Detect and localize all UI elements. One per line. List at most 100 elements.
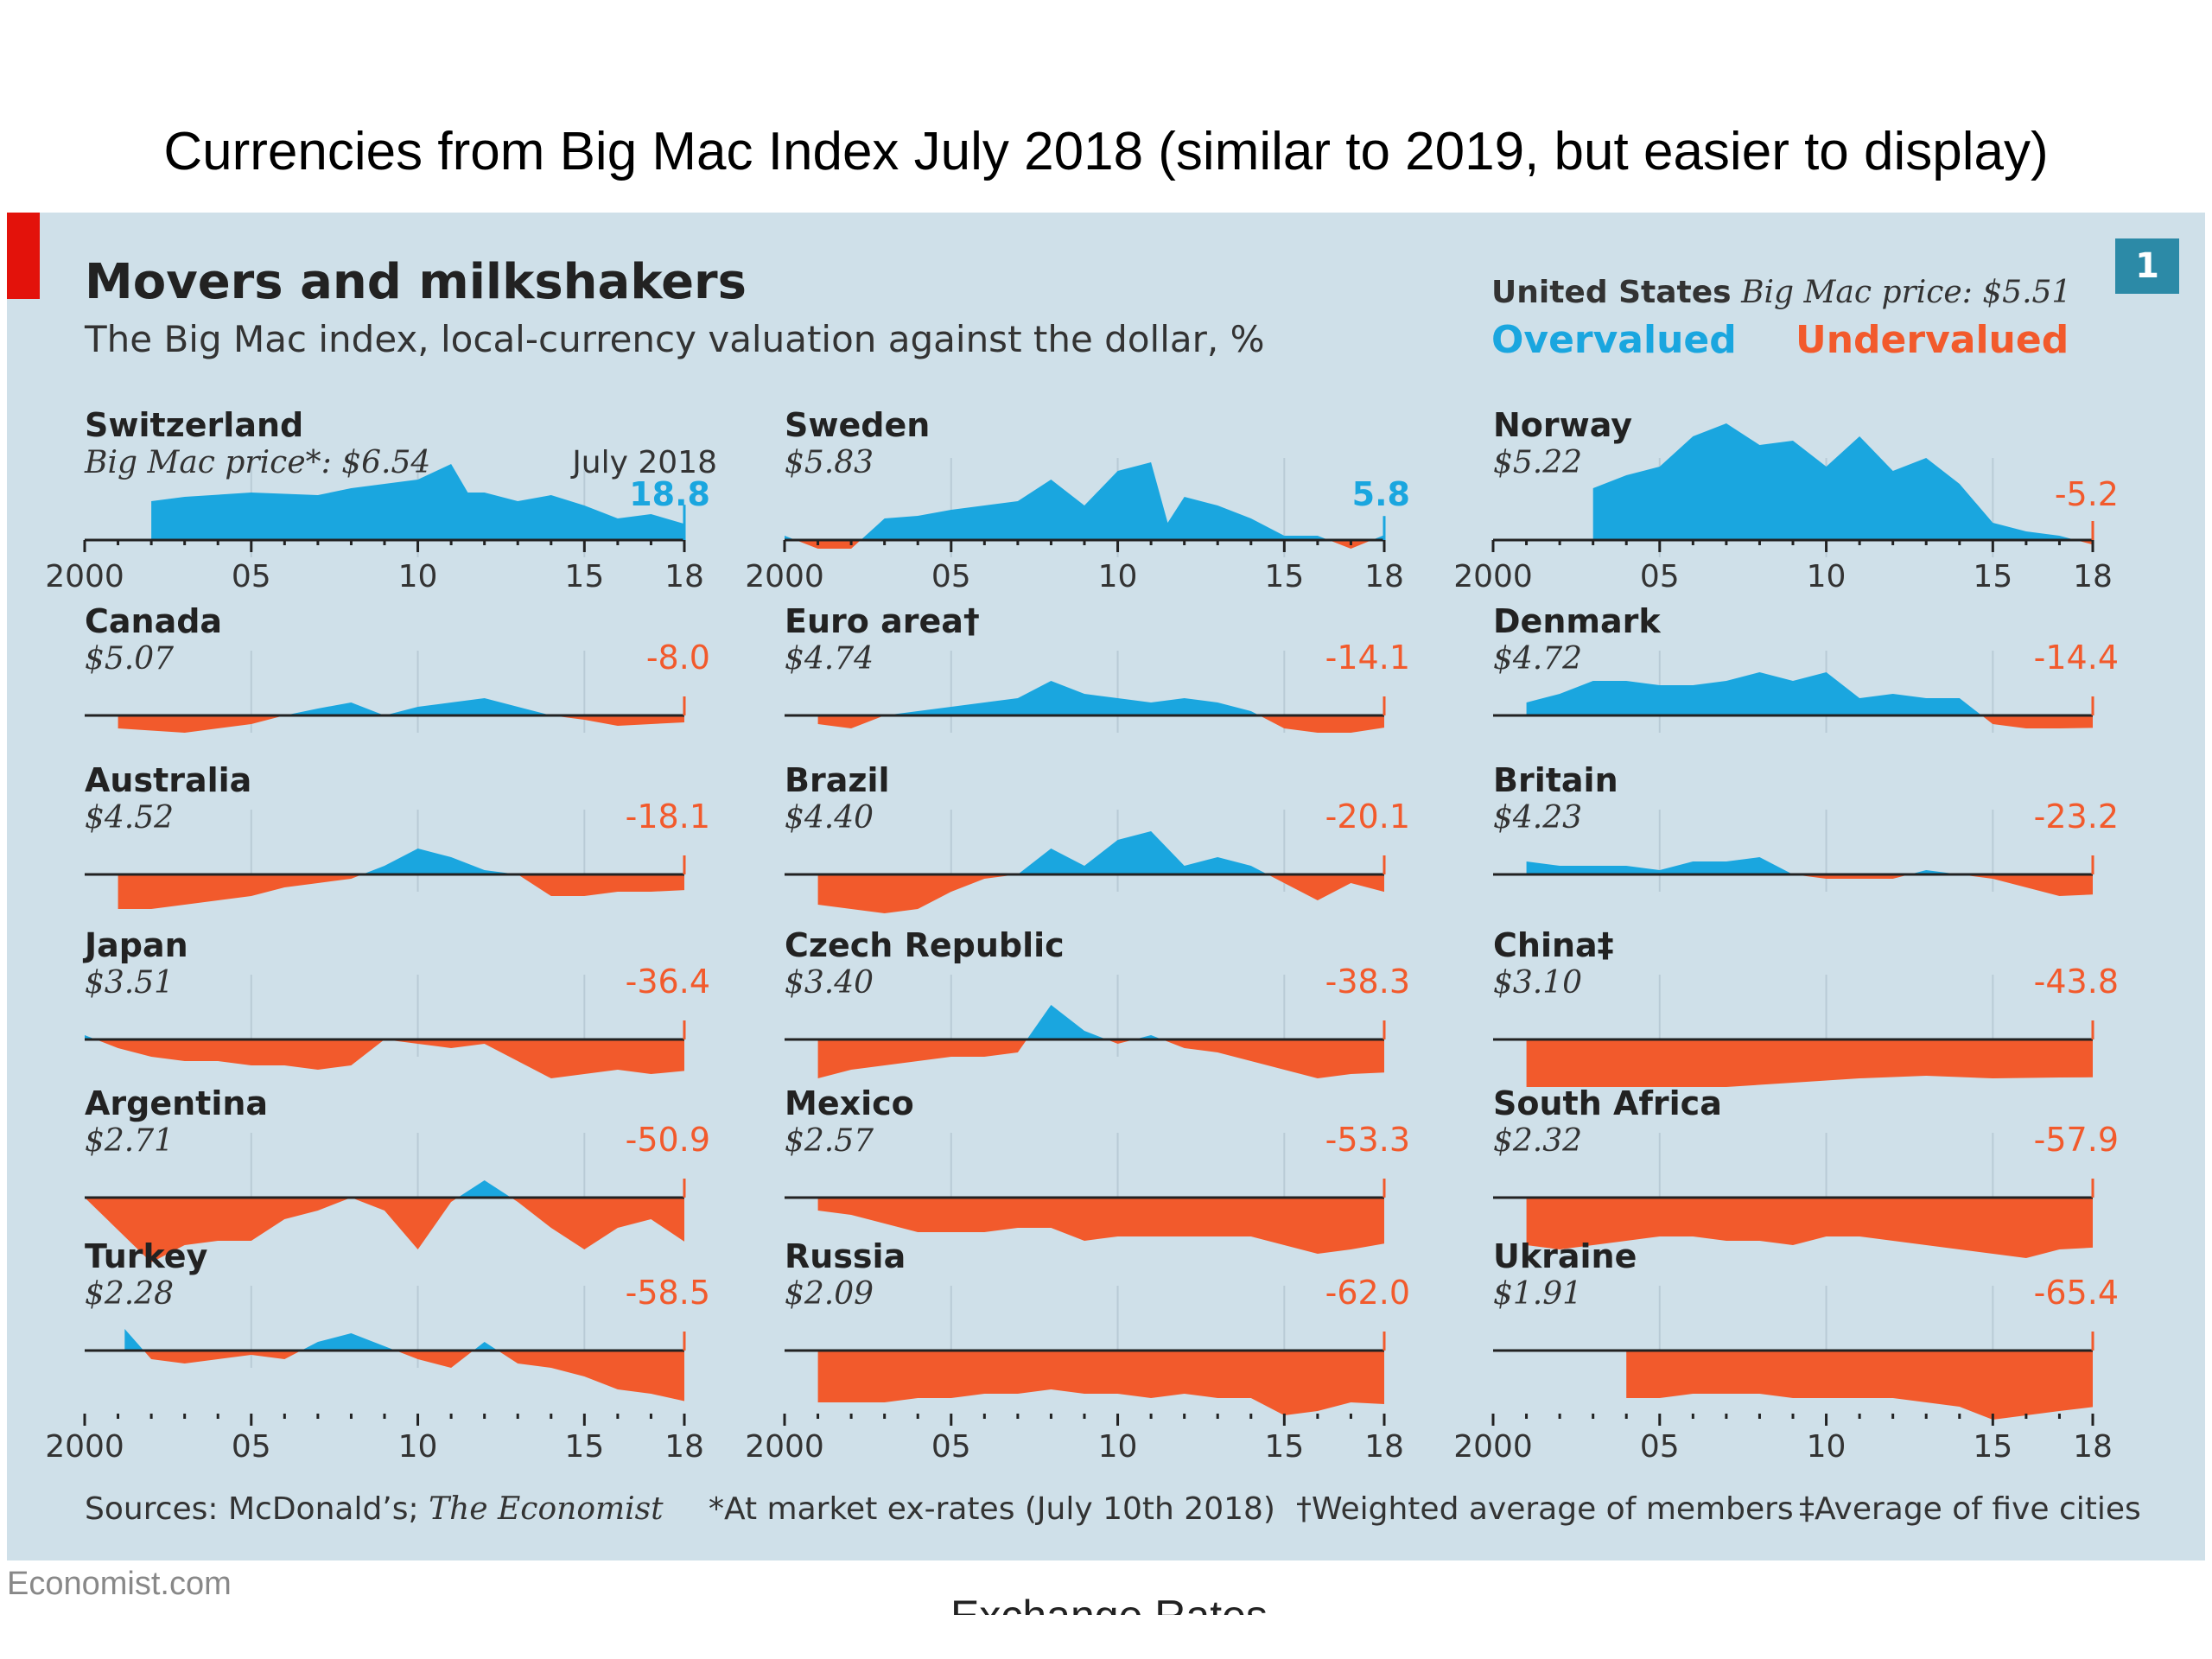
x-tick-label: 05 [232,559,271,594]
sources-note: Sources: McDonald’s; The Economist [85,1491,664,1527]
latest-value: 5.8 [1352,475,1410,513]
big-mac-price: $4.72 [1493,641,1582,677]
country-name: China‡ [1493,926,1614,964]
panel-czech-republic: Czech Republic$3.40 -38.3 [785,926,1410,1078]
big-mac-price: $3.51 [85,965,174,1001]
latest-value: -36.4 [626,963,710,1001]
latest-value: -23.2 [2034,798,2119,836]
latest-value: 18.8 [629,475,710,513]
country-name: Argentina [85,1084,268,1122]
legend-overvalued: Overvalued [1491,318,1737,362]
x-tick-label: 15 [564,1429,604,1465]
big-mac-price: $3.40 [785,965,874,1001]
x-tick-label: 2000 [745,559,824,594]
x-tick-label: 10 [1807,1429,1847,1465]
area-negative-britain [1526,874,2093,896]
latest-value: -20.1 [1325,798,1410,836]
x-tick-label: 2000 [1453,1429,1533,1465]
area-negative-australia [118,874,684,909]
x-tick-label: 10 [398,559,438,594]
x-tick-label: 15 [1264,559,1304,594]
latest-value: -38.3 [1325,963,1410,1001]
country-name: Canada [85,602,222,640]
panel-canada: Canada$5.07 -8.0 [85,602,710,733]
x-tick-label: 2000 [1453,559,1533,594]
x-tick-label: 10 [398,1429,438,1465]
us-country: United States [1491,275,1732,310]
chart-title: Movers and milkshakers [85,254,747,310]
area-positive-euro-area- [817,681,1384,715]
x-axis-1: 2000 05 10 15 18 [745,540,1404,594]
sources-economist: The Economist [429,1491,664,1527]
x-axis-1: 2000 05 10 15 18 [745,1414,1404,1465]
country-name: Turkey [85,1237,208,1275]
panel-norway: Norway$5.22 -5.2 [1493,406,2119,557]
july-2018-label: July 2018 [570,445,717,480]
area-negative-canada [118,715,684,733]
us-price-line: United States Big Mac price: $5.51 [1491,275,2071,310]
chart-number-badge: 1 [2115,238,2179,294]
panel-china-: China‡$3.10 -43.8 [1493,926,2119,1087]
sources-prefix: Sources: McDonald’s; [85,1491,429,1527]
x-axis-2: 2000 05 10 15 18 [1453,1414,2113,1465]
x-tick-label: 18 [664,1429,704,1465]
x-tick-label: 18 [1364,1429,1404,1465]
area-negative-czech-republic [817,1039,1384,1078]
country-name: Mexico [785,1084,914,1122]
big-mac-price: $4.52 [85,800,174,836]
x-axis-0: 2000 05 10 15 18 [45,540,704,594]
footnote-market-rates: *At market ex-rates (July 10th 2018) [709,1491,1275,1527]
area-negative-brazil [817,874,1384,913]
x-tick-label: 10 [1098,1429,1138,1465]
area-negative-ukraine [1626,1351,2093,1420]
area-negative-argentina [85,1198,684,1262]
us-price: Big Mac price: $5.51 [1741,275,2072,310]
area-positive-norway [1592,423,2093,540]
latest-value: -14.4 [2034,639,2119,677]
latest-value: -62.0 [1325,1274,1410,1312]
area-negative-japan [85,1039,684,1078]
panel-mexico: Mexico$2.57 -53.3 [785,1084,1410,1254]
big-mac-price: $4.23 [1493,800,1582,836]
big-mac-price: $5.83 [785,445,874,480]
area-positive-denmark [1526,672,2093,715]
latest-value: -57.9 [2034,1121,2119,1159]
area-positive-canada [118,698,684,715]
country-name: Ukraine [1493,1237,1637,1275]
big-mac-price: $2.09 [785,1276,874,1312]
x-tick-label: 2000 [745,1429,824,1465]
panel-argentina: Argentina$2.71 -50.9 [85,1084,710,1262]
big-mac-price: $2.32 [1493,1123,1582,1159]
area-positive-switzerland [151,464,685,540]
x-tick-label: 18 [2073,559,2113,594]
slide-title: Currencies from Big Mac Index July 2018 … [163,122,2049,181]
country-name: Norway [1493,406,1632,444]
area-positive-brazil [817,831,1384,874]
area-positive-britain [1526,857,2093,874]
country-name: Switzerland [85,406,303,444]
latest-value: -50.9 [626,1121,710,1159]
panel-ukraine: Ukraine$1.91 -65.4 [1493,1237,2119,1420]
panel-sweden: Sweden$5.83 5.8 [785,406,1410,557]
country-name: Britain [1493,761,1618,799]
x-tick-label: 05 [1640,559,1680,594]
big-mac-price: $2.28 [85,1276,174,1312]
x-tick-label: 15 [1264,1429,1304,1465]
area-negative-russia [817,1351,1384,1415]
big-mac-price: $2.57 [785,1123,874,1159]
brand-economist: Economist.com [7,1566,232,1602]
latest-value: -65.4 [2034,1274,2119,1312]
panel-turkey: Turkey$2.28 -58.5 [85,1237,710,1402]
x-tick-label: 05 [1640,1429,1680,1465]
x-tick-label: 15 [1973,1429,2012,1465]
x-tick-label: 10 [1098,559,1138,594]
latest-value: -18.1 [626,798,710,836]
chart-subtitle: The Big Mac index, local-currency valuat… [85,318,1265,360]
big-mac-price: Big Mac price*: $6.54 [84,445,430,480]
latest-value: -5.2 [2055,475,2119,513]
big-mac-price: $4.40 [785,800,874,836]
x-tick-label: 2000 [45,1429,124,1465]
panel-britain: Britain$4.23 -23.2 [1493,761,2119,896]
